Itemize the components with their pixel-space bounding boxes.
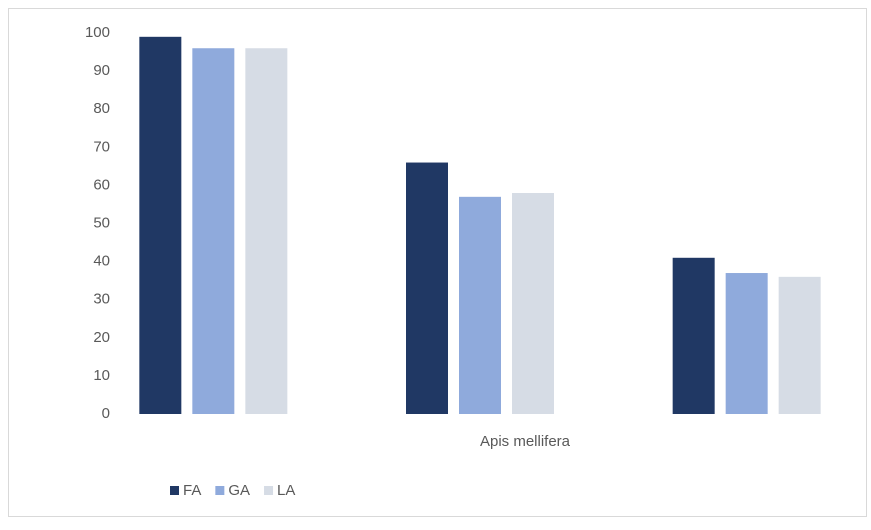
y-tick-label: 30 xyxy=(93,291,110,308)
bar xyxy=(245,48,287,414)
chart: 0 10 20 30 40 50 60 70 80 90 100 Apis mellifera FA GA… xyxy=(0,0,871,525)
legend-label: LA xyxy=(277,482,295,499)
bar xyxy=(406,163,448,414)
bar xyxy=(673,258,715,414)
legend-swatch xyxy=(170,486,179,495)
y-tick-label: 60 xyxy=(93,176,110,193)
y-tick-label: 0 xyxy=(102,405,110,422)
legend-label: FA xyxy=(183,482,201,499)
y-tick-label: 100 xyxy=(85,24,110,41)
bar xyxy=(459,197,501,414)
y-tick-label: 80 xyxy=(93,100,110,117)
y-tick-label: 90 xyxy=(93,62,110,79)
y-tick-label: 70 xyxy=(93,138,110,155)
legend-label: GA xyxy=(228,482,250,499)
y-tick-label: 50 xyxy=(93,214,110,231)
legend-swatch xyxy=(215,486,224,495)
page: {"chart_data": {"type": "bar", "categori… xyxy=(0,0,871,530)
bar xyxy=(192,48,234,414)
y-tick-label: 10 xyxy=(93,367,110,384)
bar xyxy=(726,273,768,414)
x-tick-label: Apis mellifera xyxy=(480,433,571,450)
y-tick-label: 20 xyxy=(93,329,110,346)
y-tick-label: 40 xyxy=(93,253,110,270)
bar xyxy=(779,277,821,414)
legend-swatch xyxy=(264,486,273,495)
bar xyxy=(512,193,554,414)
bar xyxy=(139,37,181,414)
